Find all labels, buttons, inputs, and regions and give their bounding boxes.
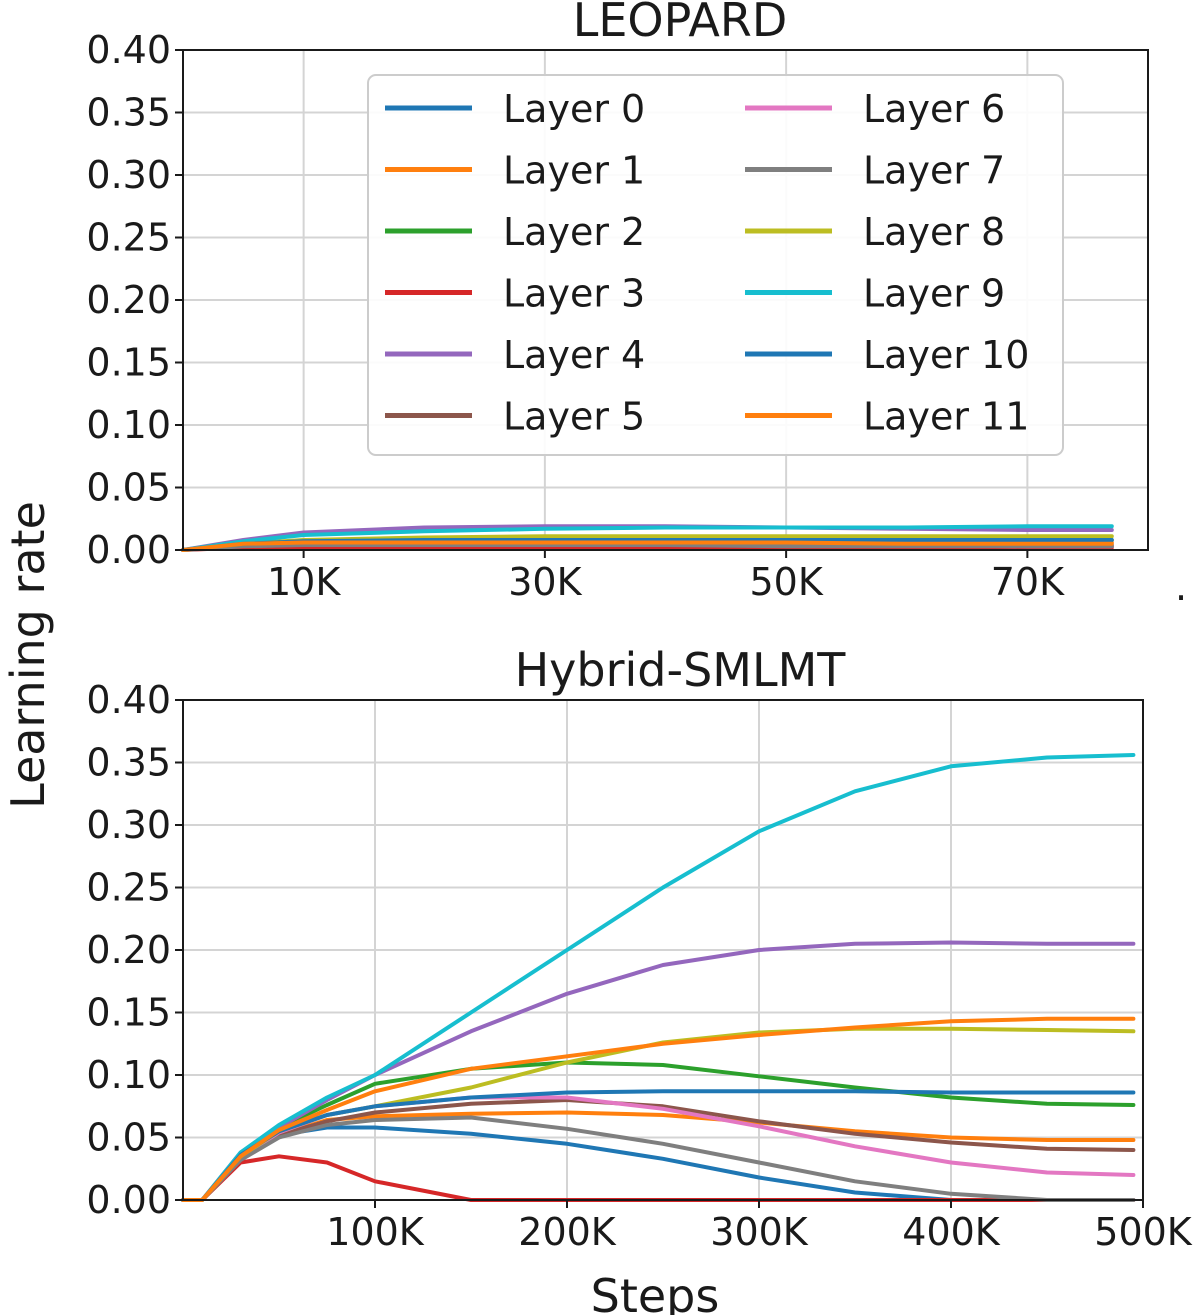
series-line-layer-7 — [181, 543, 1114, 552]
legend-label: Layer 11 — [863, 395, 1029, 439]
chart-title-hybrid-smlmt: Hybrid-SMLMT — [515, 643, 847, 697]
y-tick-label: 0.00 — [86, 528, 171, 572]
y-tick-label: 0.25 — [86, 866, 171, 910]
legend-item: Layer 6 — [745, 87, 1005, 131]
y-tick-label: 0.10 — [86, 1053, 171, 1097]
legend-box — [367, 74, 1064, 456]
legend-label: Layer 7 — [863, 149, 1005, 193]
legend-label: Layer 10 — [863, 333, 1029, 377]
y-axis-ticks: 0.00 0.05 0.10 0.15 0.20 0.25 0.30 0.35 0.40 — [86, 678, 183, 1222]
legend: Layer 0 Layer 1 Layer 2 Layer 3 Layer 4 Layer… — [367, 74, 1064, 456]
legend-label: Layer 2 — [503, 210, 645, 254]
hybrid-smlmt-chart: Hybrid-SMLMT 100K 200K 300K 400K 500K 0.000.… — [86, 643, 1192, 1254]
legend-item: Layer 8 — [745, 210, 1005, 254]
legend-item: Layer 9 — [745, 272, 1005, 316]
legend-label: Layer 4 — [503, 333, 645, 377]
y-axis-ticks: 0.00 0.05 0.10 0.15 0.20 0.25 0.30 0.35 0.40 — [86, 28, 183, 572]
series-lines — [181, 524, 1114, 552]
x-tick-label: 500K — [1094, 1210, 1193, 1254]
series-line-layer-9 — [181, 524, 1114, 552]
legend-item: Layer 10 — [745, 333, 1029, 377]
y-tick-label: 0.30 — [86, 803, 171, 847]
legend-label: Layer 6 — [863, 87, 1005, 131]
legend-label: Layer 5 — [503, 395, 645, 439]
legend-label: Layer 3 — [503, 272, 645, 316]
x-axis-label: Steps — [591, 1269, 720, 1315]
y-tick-label: 0.20 — [86, 278, 171, 322]
leopard-chart: LEOPARD 10K 30K 50K 70K 0.00 0.05 0.10 0.15 0.2… — [86, 0, 1149, 604]
series-line-layer-11 — [181, 540, 1114, 552]
x-tick-label: 200K — [518, 1210, 617, 1254]
series-line-layer-11 — [181, 1016, 1136, 1202]
y-tick-label: 0.15 — [86, 991, 171, 1035]
corner-mark: . — [1175, 565, 1187, 609]
legend-item: Layer 4 — [385, 333, 645, 377]
legend-item: Layer 5 — [385, 395, 645, 439]
y-tick-label: 0.20 — [86, 928, 171, 972]
legend-item: Layer 2 — [385, 210, 645, 254]
legend-item: Layer 11 — [745, 395, 1029, 439]
y-tick-label: 0.00 — [86, 1178, 171, 1222]
y-tick-label: 0.05 — [86, 466, 171, 510]
y-tick-label: 0.10 — [86, 403, 171, 447]
y-tick-label: 0.35 — [86, 741, 171, 785]
legend-item: Layer 1 — [385, 149, 645, 193]
legend-item: Layer 7 — [745, 149, 1005, 193]
x-tick-label: 300K — [710, 1210, 809, 1254]
legend-label: Layer 9 — [863, 272, 1005, 316]
legend-label: Layer 0 — [503, 87, 645, 131]
y-axis-label: Learning rate — [1, 501, 55, 809]
x-tick-label: 400K — [902, 1210, 1001, 1254]
y-tick-label: 0.05 — [86, 1116, 171, 1160]
x-tick-label: 100K — [326, 1210, 425, 1254]
series-line-layer-7 — [181, 1115, 1136, 1202]
series-line-layer-9 — [181, 753, 1136, 1202]
legend-label: Layer 1 — [503, 149, 645, 193]
chart-title-leopard: LEOPARD — [573, 0, 788, 47]
y-tick-label: 0.40 — [86, 28, 171, 72]
legend-item: Layer 0 — [385, 87, 645, 131]
legend-label: Layer 8 — [863, 210, 1005, 254]
y-tick-label: 0.35 — [86, 91, 171, 135]
x-tick-label: 50K — [749, 560, 823, 604]
legend-item: Layer 3 — [385, 272, 645, 316]
x-tick-label: 30K — [508, 560, 582, 604]
x-tick-label: 10K — [267, 560, 341, 604]
x-axis-ticks: 100K 200K 300K 400K 500K — [326, 1200, 1193, 1254]
x-axis-ticks: 10K 30K 50K 70K — [267, 550, 1065, 604]
y-tick-label: 0.30 — [86, 153, 171, 197]
series-line-layer-3 — [181, 1154, 1136, 1202]
x-tick-label: 70K — [991, 560, 1065, 604]
y-tick-label: 0.15 — [86, 341, 171, 385]
y-tick-label: 0.40 — [86, 678, 171, 722]
series-line-layer-2 — [181, 1060, 1136, 1202]
y-tick-label: 0.25 — [86, 216, 171, 260]
series-lines — [181, 753, 1136, 1202]
